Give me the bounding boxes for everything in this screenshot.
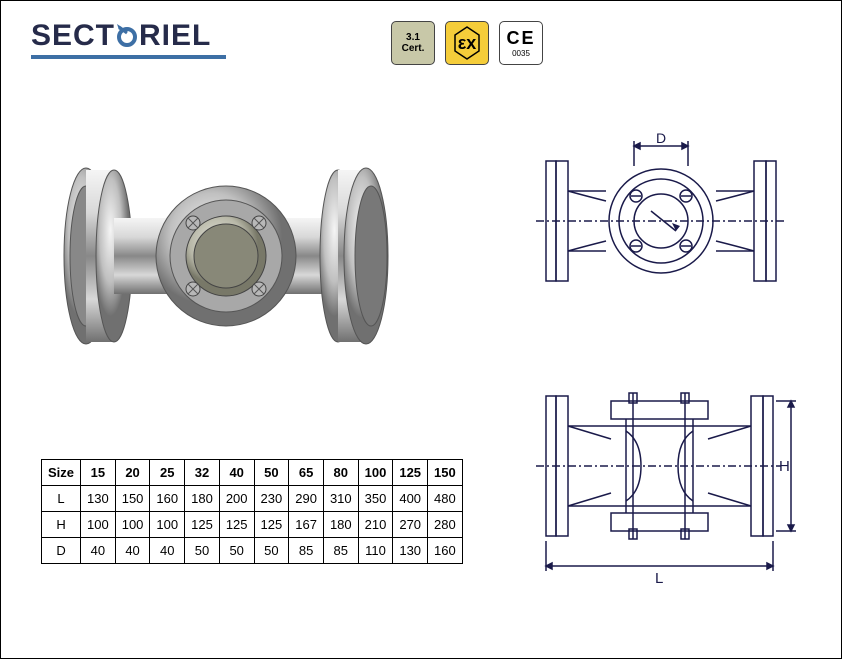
table-row: D 40 40 40 50 50 50 85 85 110 130 160 xyxy=(42,538,463,564)
cert-badge: 3.1 Cert. xyxy=(391,21,435,65)
table-header-cell: 65 xyxy=(289,460,324,486)
table-cell: 167 xyxy=(289,512,324,538)
table-cell: 480 xyxy=(428,486,463,512)
table-cell: 130 xyxy=(393,538,428,564)
table-header-cell: 32 xyxy=(185,460,220,486)
dim-label-L: L xyxy=(655,570,663,587)
table-cell: 100 xyxy=(150,512,185,538)
logo-suffix: RIEL xyxy=(139,19,211,52)
table-cell: 270 xyxy=(393,512,428,538)
logo-underline xyxy=(31,55,226,59)
table-cell: 200 xyxy=(219,486,254,512)
table-row-label: H xyxy=(42,512,81,538)
dim-label-D: D xyxy=(656,131,666,146)
table-header-cell: 20 xyxy=(115,460,150,486)
table-cell: 50 xyxy=(185,538,220,564)
table-cell: 50 xyxy=(219,538,254,564)
technical-drawing-front: D xyxy=(536,131,786,301)
table-cell: 210 xyxy=(358,512,393,538)
table-header-cell: 150 xyxy=(428,460,463,486)
ce-badge: CE 0035 xyxy=(499,21,543,65)
table-header-cell: 80 xyxy=(323,460,358,486)
table-header-cell: 100 xyxy=(358,460,393,486)
table-cell: 110 xyxy=(358,538,393,564)
table-header-cell: Size xyxy=(42,460,81,486)
dim-label-H: H xyxy=(779,458,790,475)
table-header-cell: 15 xyxy=(81,460,116,486)
atex-badge: εx xyxy=(445,21,489,65)
table-cell: 290 xyxy=(289,486,324,512)
table-cell: 50 xyxy=(254,538,289,564)
logo-prefix: SECT xyxy=(31,19,115,52)
technical-drawing-top: L H xyxy=(531,371,801,601)
table-cell: 180 xyxy=(185,486,220,512)
product-photo xyxy=(51,146,401,366)
brand-logo: SECT RIEL xyxy=(31,19,211,53)
table-cell: 180 xyxy=(323,512,358,538)
table-row-label: L xyxy=(42,486,81,512)
table-cell: 40 xyxy=(115,538,150,564)
table-cell: 350 xyxy=(358,486,393,512)
table-cell: 40 xyxy=(150,538,185,564)
ce-mark: CE xyxy=(506,28,535,49)
certification-badges: 3.1 Cert. εx CE 0035 xyxy=(391,21,543,65)
table-cell: 160 xyxy=(150,486,185,512)
table-cell: 130 xyxy=(81,486,116,512)
table-cell: 400 xyxy=(393,486,428,512)
table-header-cell: 40 xyxy=(219,460,254,486)
table-cell: 125 xyxy=(185,512,220,538)
table-cell: 125 xyxy=(254,512,289,538)
table-cell: 160 xyxy=(428,538,463,564)
table-cell: 230 xyxy=(254,486,289,512)
table-header-cell: 50 xyxy=(254,460,289,486)
table-header-cell: 125 xyxy=(393,460,428,486)
table-header-cell: 25 xyxy=(150,460,185,486)
table-cell: 125 xyxy=(219,512,254,538)
dimensions-table: Size 15 20 25 32 40 50 65 80 100 125 150… xyxy=(41,459,463,564)
table-cell: 100 xyxy=(115,512,150,538)
table-cell: 85 xyxy=(289,538,324,564)
atex-symbol: εx xyxy=(458,33,477,54)
table-cell: 40 xyxy=(81,538,116,564)
cert-line2: Cert. xyxy=(402,43,425,54)
table-row-label: D xyxy=(42,538,81,564)
table-header-row: Size 15 20 25 32 40 50 65 80 100 125 150 xyxy=(42,460,463,486)
table-cell: 150 xyxy=(115,486,150,512)
table-cell: 85 xyxy=(323,538,358,564)
table-row: L 130 150 160 180 200 230 290 310 350 40… xyxy=(42,486,463,512)
table-cell: 280 xyxy=(428,512,463,538)
table-row: H 100 100 100 125 125 125 167 180 210 27… xyxy=(42,512,463,538)
logo-accent-o xyxy=(115,19,139,53)
ce-number: 0035 xyxy=(512,49,530,58)
table-cell: 100 xyxy=(81,512,116,538)
cert-line1: 3.1 xyxy=(406,32,420,43)
table-cell: 310 xyxy=(323,486,358,512)
